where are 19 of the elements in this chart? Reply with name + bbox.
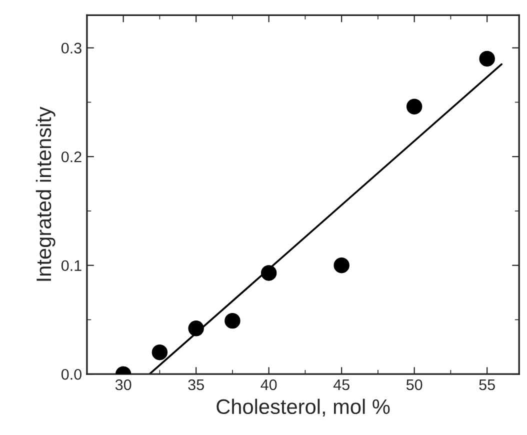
point <box>260 265 277 281</box>
y-axis-title: Integrated intensity <box>36 106 56 281</box>
x-tick-label: 35 <box>188 379 204 390</box>
x-tick-label: 50 <box>406 379 422 390</box>
x-axis-title: Cholesterol, mol % <box>216 398 390 417</box>
y-tick-label: 0.1 <box>61 260 82 272</box>
x-tick-label: 55 <box>479 380 495 390</box>
point <box>334 257 350 274</box>
y-tick-label: 0.3 <box>61 42 82 54</box>
x-tick-label: 30 <box>115 379 132 390</box>
y-tick-label: 0.0 <box>61 368 82 380</box>
point <box>188 320 204 336</box>
point <box>152 344 168 360</box>
point <box>479 50 495 67</box>
x-tick-label: 45 <box>333 380 350 390</box>
y-tick-label: 0.2 <box>61 151 82 162</box>
point <box>224 312 240 329</box>
point <box>406 98 422 114</box>
x-tick-label: 40 <box>260 379 277 390</box>
